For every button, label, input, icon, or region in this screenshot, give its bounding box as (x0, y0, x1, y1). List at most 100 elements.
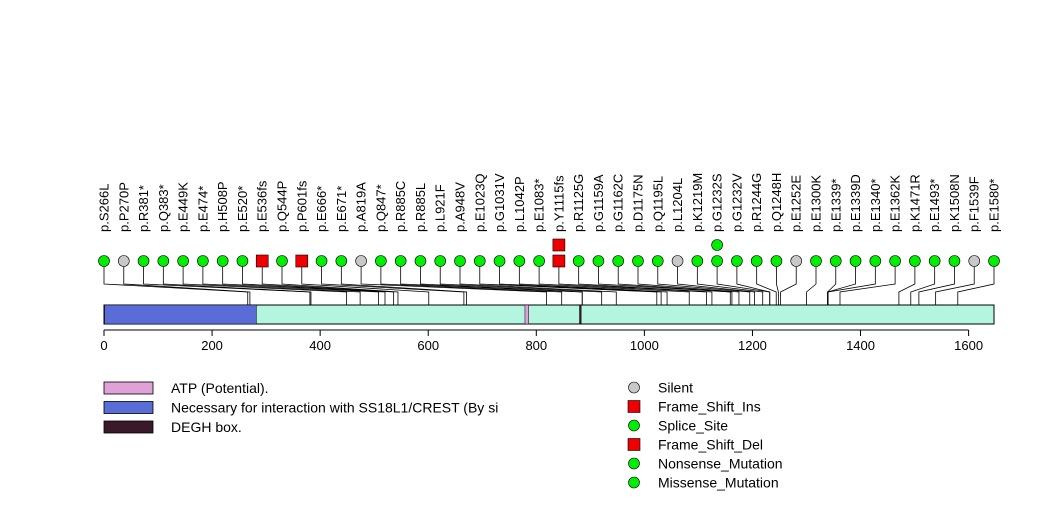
mutation-label: p.R885C (393, 181, 408, 232)
domain-legend-label: Necessary for interaction with SS18L1/CR… (171, 400, 498, 416)
connector-line (558, 261, 707, 305)
mutation-legend-symbol (628, 476, 640, 489)
x-tick-label: 1200 (738, 338, 767, 353)
mutation-label: p.E520* (235, 186, 250, 232)
mutation-label: p.E536fs (255, 180, 270, 232)
mutation-marker (790, 255, 803, 267)
domain-legend-swatch (103, 401, 154, 414)
mutation-marker (98, 255, 110, 267)
connector-line (696, 261, 764, 305)
mutation-marker (671, 255, 684, 267)
mutation-legend-label: Frame_Shift_Del (658, 437, 763, 453)
mutation-marker (414, 255, 427, 267)
mutation-marker (810, 255, 822, 267)
mutation-legend-symbol (628, 381, 640, 394)
mutation-label: p.R381* (136, 185, 151, 232)
domain-legend: ATP (Potential). Necessary for interactio… (103, 380, 498, 435)
connector-line (340, 261, 467, 305)
connector-line (281, 261, 399, 305)
x-tick-label: 0 (100, 338, 107, 353)
connector-line (479, 261, 658, 305)
mutation-label: p.E449K (176, 182, 191, 232)
mutation-marker (473, 255, 486, 267)
mutation-label: p.E666* (314, 186, 329, 232)
connector-line (321, 261, 465, 305)
x-tick-label: 600 (417, 338, 439, 353)
mutation-marker (948, 255, 961, 267)
connector-line (400, 261, 583, 305)
mutation-label: p.Q1248H (769, 173, 784, 232)
x-tick-label: 1600 (954, 338, 983, 353)
connector-line (103, 261, 249, 305)
mutation-label: p.E1252E (789, 175, 804, 232)
connector-line (657, 261, 751, 305)
mutation-marker (236, 255, 249, 267)
mutation-marker (612, 255, 625, 267)
mutation-label: p.L1042P (512, 176, 527, 232)
domain-block-2 (579, 304, 582, 325)
x-tick-label: 200 (201, 338, 223, 353)
mutation-label: p.R885L (413, 183, 428, 232)
mutation-legend-label: Silent (658, 380, 693, 396)
mutation-label: p.Q1195L (650, 176, 665, 232)
mutation-marker (157, 255, 170, 267)
mutation-label: p.F1539F (967, 176, 982, 232)
mutation-label: p.E1493* (927, 179, 942, 233)
connector-line (222, 261, 379, 305)
connector-line (202, 261, 361, 305)
domain-legend-swatch (103, 381, 154, 395)
mutation-marker (849, 255, 862, 267)
mutation-marker (829, 255, 842, 267)
mutation-marker (533, 255, 545, 267)
mutation-label: p.P270P (116, 182, 131, 232)
mutation-marker (592, 255, 605, 267)
mutation-label: p.E1083* (532, 179, 547, 233)
connector-line (918, 261, 955, 305)
mutation-markers (98, 238, 1000, 268)
mutation-marker (750, 255, 763, 267)
connector-line (261, 261, 395, 305)
mutation-label: p.E1023Q (472, 173, 487, 232)
mutation-label: p.E1300K (809, 175, 824, 232)
mutation-label: p.P601fs (294, 180, 309, 232)
mutation-labels: p.S266L p.P270P p.R381* p.Q383* p.E449K p.E47… (97, 173, 1002, 232)
mutation-legend-label: Nonsense_Mutation (658, 456, 783, 472)
mutation-label: p.S266L (97, 184, 112, 232)
mutation-marker (355, 255, 367, 267)
connector-line (182, 261, 348, 305)
connector-line (716, 261, 771, 305)
mutation-label: p.L1204L (670, 178, 685, 232)
connector-line (162, 261, 312, 305)
connector-line (827, 261, 876, 305)
mutation-label: p.D1175N (631, 174, 646, 232)
mutation-label: p.E1362K (888, 175, 903, 232)
connector-line (736, 261, 771, 305)
mutation-label: p.E1339* (828, 179, 843, 233)
mutation-marker (177, 255, 189, 267)
mutation-label: p.A948V (453, 182, 468, 232)
mutation-marker (117, 255, 130, 267)
x-tick-label: 400 (309, 338, 331, 353)
mutation-label: p.K1508N (947, 174, 962, 232)
connector-line (242, 261, 386, 305)
mutation-marker (255, 254, 269, 268)
x-tick-label: 1000 (630, 338, 659, 353)
mutation-marker (988, 255, 1000, 267)
mutation-marker (335, 255, 348, 267)
mutation-legend-symbol (627, 400, 641, 413)
mutation-marker (137, 255, 150, 267)
mutation-label: p.E474* (195, 186, 210, 232)
mutation-marker (928, 255, 941, 267)
connector-line (123, 261, 251, 305)
mutation-marker (968, 255, 981, 267)
domain-legend-swatch (103, 420, 154, 434)
mutation-label: p.R1125G (571, 174, 586, 232)
connector-line (538, 261, 690, 305)
mutation-label: p.E1340* (868, 179, 883, 233)
connector-line (839, 261, 896, 305)
connector-line (439, 261, 603, 305)
connector-line (518, 261, 668, 305)
mutation-marker (394, 255, 407, 267)
mutation-label: p.G1031V (492, 173, 507, 232)
mutation-label: p.G1232S (710, 173, 725, 232)
